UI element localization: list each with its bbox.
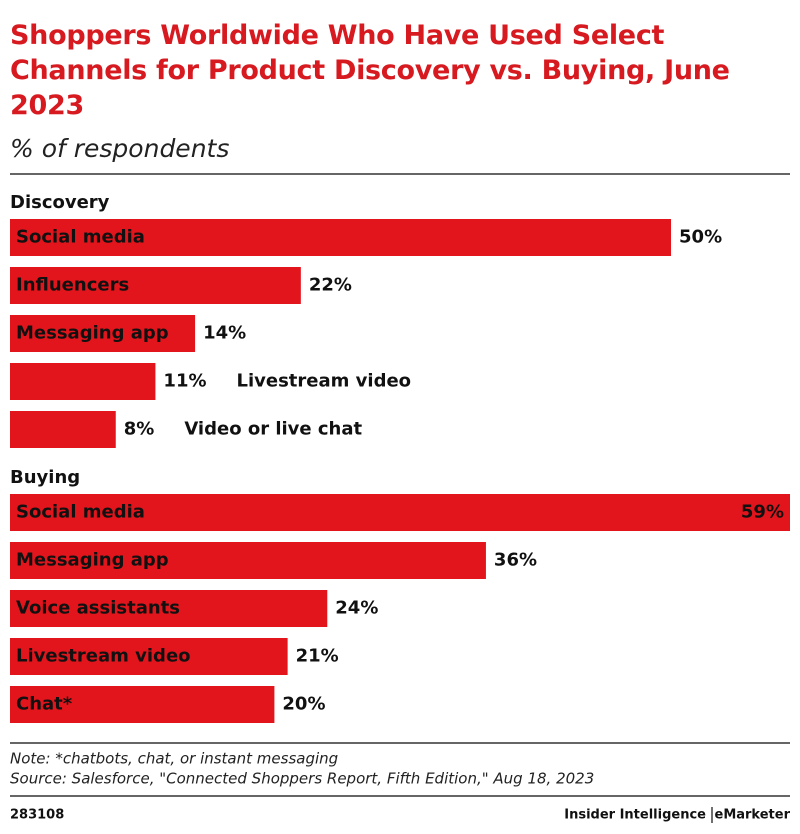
value-label: 14% — [203, 323, 246, 344]
source: Source: Salesforce, "Connected Shoppers … — [10, 770, 594, 788]
bar — [10, 411, 116, 448]
value-label: 50% — [679, 227, 722, 248]
chart-title: Shoppers Worldwide Who Have Used Select … — [10, 20, 730, 121]
bar — [10, 315, 196, 352]
category-label: Livestream video — [16, 646, 191, 667]
value-label: 22% — [309, 275, 352, 296]
bar — [10, 494, 790, 531]
category-label: Social media — [16, 502, 145, 523]
category-label: Influencers — [16, 275, 129, 296]
category-label: Messaging app — [16, 550, 169, 571]
category-label: Video or live chat — [184, 419, 362, 440]
category-label: Livestream video — [237, 371, 412, 392]
value-label: 59% — [741, 502, 784, 523]
bar — [10, 686, 275, 723]
value-label: 36% — [494, 550, 537, 571]
value-label: 11% — [163, 371, 206, 392]
chart-subtitle: % of respondents — [10, 134, 230, 163]
bar — [10, 542, 486, 579]
category-label: Messaging app — [16, 323, 169, 344]
bar — [10, 219, 672, 256]
value-label: 8% — [124, 419, 155, 440]
bar — [10, 363, 156, 400]
group-label: Buying — [10, 467, 80, 488]
group-label: Discovery — [10, 192, 110, 213]
bar — [10, 267, 301, 304]
value-label: 21% — [296, 646, 339, 667]
value-label: 24% — [335, 598, 378, 619]
value-label: 20% — [282, 694, 325, 715]
category-label: Chat* — [16, 694, 73, 715]
note: Note: *chatbots, chat, or instant messag… — [10, 750, 338, 768]
bar — [10, 638, 288, 675]
category-label: Voice assistants — [16, 598, 180, 619]
bar — [10, 590, 328, 627]
brand: eMarketer — [715, 808, 791, 823]
category-label: Social media — [16, 227, 145, 248]
chart-id: 283108 — [10, 808, 64, 823]
brand: Insider Intelligence — [564, 808, 706, 823]
